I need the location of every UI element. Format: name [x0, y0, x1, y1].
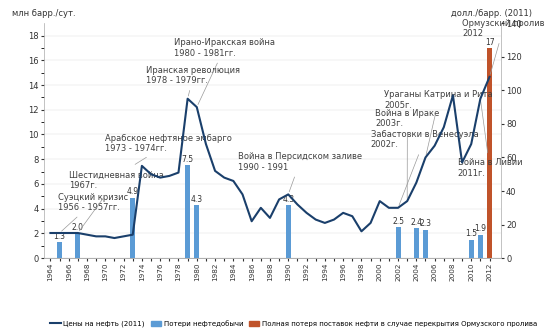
- Text: 2.5: 2.5: [392, 217, 404, 226]
- Bar: [423, 230, 428, 258]
- Bar: [286, 205, 291, 258]
- Bar: [395, 227, 400, 258]
- Text: 2.3: 2.3: [420, 219, 432, 228]
- Text: Арабское нефтяное эмбарго
1973 - 1974гг.: Арабское нефтяное эмбарго 1973 - 1974гг.: [105, 134, 232, 165]
- Text: 1.9: 1.9: [474, 224, 486, 233]
- Bar: [487, 48, 492, 258]
- Text: Суэцкий кризис
1956 - 1957гг.: Суэцкий кризис 1956 - 1957гг.: [58, 193, 128, 231]
- Bar: [75, 233, 80, 258]
- Text: Война в Персидском заливе
1990 - 1991: Война в Персидском заливе 1990 - 1991: [238, 152, 362, 192]
- Text: Иранская революция
1978 - 1979гг.: Иранская революция 1978 - 1979гг.: [146, 66, 240, 96]
- Bar: [185, 166, 190, 258]
- Bar: [478, 235, 483, 258]
- Text: 1.3: 1.3: [53, 232, 65, 241]
- Bar: [130, 198, 135, 258]
- Bar: [469, 240, 474, 258]
- Text: 1.5: 1.5: [465, 229, 477, 238]
- Legend: Цены на нефть (2011), Потери нефтедобычи, Полная потеря поставок нефти в случае : Цены на нефть (2011), Потери нефтедобычи…: [47, 317, 540, 330]
- Bar: [57, 242, 62, 258]
- Text: 4.3: 4.3: [191, 195, 203, 204]
- Text: Забастовки в Венесуэла
2002г.: Забастовки в Венесуэла 2002г.: [371, 130, 478, 205]
- Text: 17: 17: [485, 38, 494, 47]
- Text: 7.5: 7.5: [182, 155, 194, 164]
- Text: Ормузский пролив
2012: Ормузский пролив 2012: [462, 19, 544, 74]
- Text: Шестидневная война
1967г.: Шестидневная война 1967г.: [69, 171, 163, 231]
- Bar: [414, 228, 419, 258]
- Text: 4.3: 4.3: [282, 195, 294, 204]
- Text: 2.4: 2.4: [410, 218, 422, 227]
- Bar: [194, 205, 199, 258]
- Text: Война в Ираке
2003г.: Война в Ираке 2003г.: [375, 109, 439, 198]
- Text: Ураганы Катрина и Рита
2005г.: Ураганы Катрина и Рита 2005г.: [384, 90, 493, 155]
- Text: Война в Ливии
2011г.: Война в Ливии 2011г.: [458, 102, 522, 178]
- Text: 2.0: 2.0: [72, 223, 84, 232]
- Text: долл./барр. (2011): долл./барр. (2011): [452, 10, 532, 19]
- Text: млн барр./сут.: млн барр./сут.: [12, 10, 76, 19]
- Text: Ирано-Иракская война
1980 - 1981гг.: Ирано-Иракская война 1980 - 1981гг.: [174, 38, 275, 105]
- Text: 4.9: 4.9: [126, 187, 139, 196]
